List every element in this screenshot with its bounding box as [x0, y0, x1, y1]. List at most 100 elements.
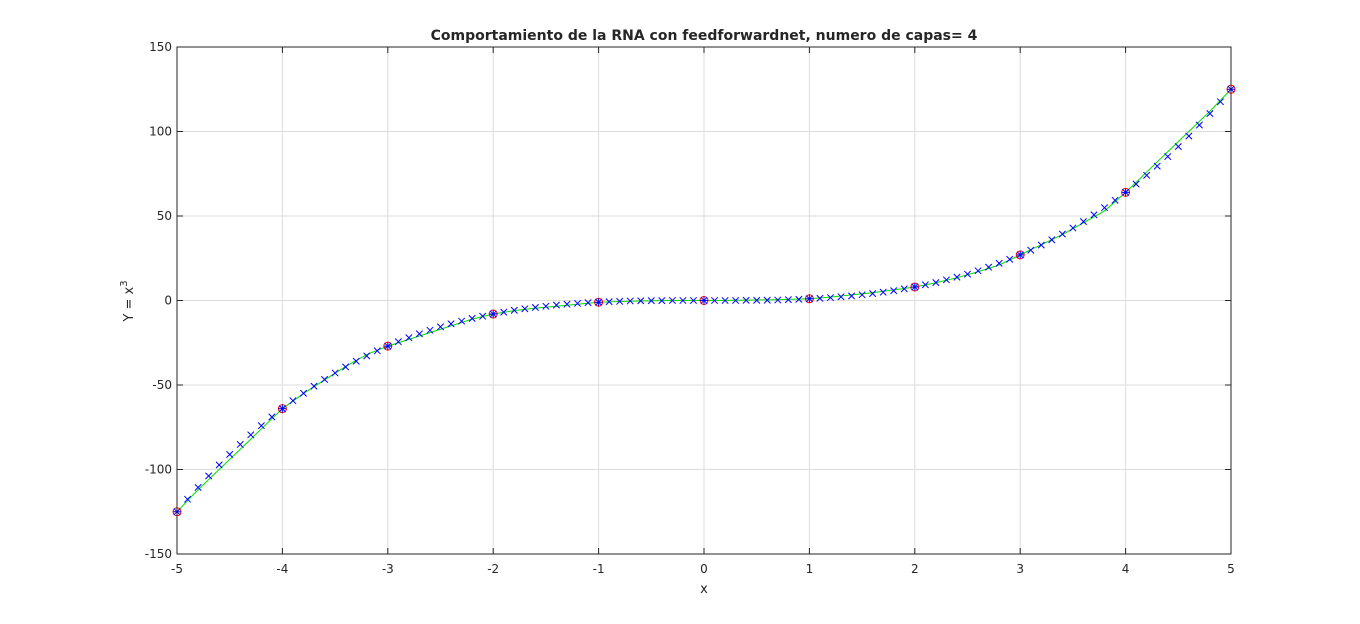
x-tick-label: -3 [382, 562, 394, 576]
test-x-marker [942, 276, 950, 284]
test-x-marker [1174, 142, 1182, 151]
test-x-marker [932, 279, 940, 287]
test-x-marker [1016, 251, 1024, 259]
chart-title: Comportamiento de la RNA con feedforward… [431, 28, 978, 44]
y-axis-label: Y = x3 [119, 280, 137, 322]
y-tick-label: 50 [157, 209, 172, 223]
test-x-marker [310, 382, 318, 390]
test-x-marker [226, 450, 234, 459]
test-x-marker [879, 288, 887, 296]
x-tick-label: 1 [806, 562, 814, 576]
y-tick-label: -150 [145, 547, 172, 561]
test-x-marker [626, 297, 634, 305]
test-x-marker [795, 295, 803, 303]
test-x-marker [595, 298, 603, 306]
test-x-marker [1048, 236, 1056, 244]
test-x-marker [500, 308, 508, 316]
test-x-marker [278, 405, 286, 413]
test-x-marker [542, 302, 550, 310]
test-x-marker [784, 296, 792, 304]
test-x-marker [816, 294, 824, 302]
test-x-marker [205, 472, 213, 480]
test-x-marker [373, 347, 381, 355]
test-x-marker [573, 299, 582, 307]
test-x-marker [647, 297, 655, 305]
test-x-marker [900, 285, 908, 293]
test-x-marker [426, 326, 434, 334]
test-x-marker [1122, 188, 1130, 196]
test-x-marker [953, 273, 961, 281]
test-x-marker [552, 301, 560, 309]
test-x-marker [257, 422, 265, 430]
test-x-marker [331, 369, 339, 377]
test-x-marker [1206, 110, 1214, 118]
test-x-marker [342, 363, 350, 371]
x-tick-label: -5 [171, 562, 183, 576]
test-x-marker [521, 305, 529, 313]
test-x-marker [837, 293, 845, 301]
test-x-marker [679, 296, 687, 305]
test-x-marker [384, 342, 392, 350]
y-tick-label: -100 [145, 463, 172, 477]
test-x-marker [605, 298, 613, 306]
test-x-marker [1037, 241, 1045, 249]
y-tick-label: 100 [149, 125, 172, 139]
test-x-marker [1069, 224, 1077, 232]
test-x-marker [805, 295, 813, 303]
test-x-marker [890, 287, 898, 295]
test-x-marker [826, 294, 835, 302]
test-x-marker [510, 306, 518, 314]
x-axis-label: x [700, 582, 708, 597]
test-x-marker [985, 263, 993, 271]
test-x-marker [268, 413, 276, 421]
test-x-marker [447, 320, 455, 328]
test-x-marker [616, 297, 624, 305]
test-x-marker [1153, 162, 1161, 170]
test-x-marker [1132, 180, 1140, 188]
test-x-marker [436, 323, 445, 331]
test-x-marker [1216, 98, 1225, 106]
test-x-marker [974, 267, 982, 275]
test-x-marker [637, 297, 645, 305]
test-x-marker [183, 495, 192, 503]
x-tick-label: -2 [487, 562, 499, 576]
test-x-marker [394, 338, 402, 346]
x-tick-label: -4 [276, 562, 288, 576]
test-x-marker [1027, 246, 1035, 254]
test-x-marker [995, 259, 1003, 267]
test-x-marker [921, 281, 929, 289]
test-x-marker [1195, 121, 1203, 129]
y-tick-label: -50 [152, 378, 172, 392]
test-x-marker [1164, 152, 1172, 161]
test-x-marker [1006, 255, 1014, 263]
test-x-marker [963, 270, 972, 278]
test-x-marker [299, 389, 308, 397]
x-tick-label: 2 [911, 562, 919, 576]
test-x-marker [531, 303, 539, 311]
test-x-marker [1185, 132, 1193, 140]
test-x-marker [763, 296, 771, 304]
test-x-marker [415, 330, 423, 338]
test-x-marker [405, 334, 413, 342]
y-tick-label: 0 [164, 294, 172, 308]
test-x-marker [1100, 204, 1109, 212]
test-x-marker [721, 296, 729, 305]
series-layer [172, 84, 1236, 517]
test-x-marker [911, 283, 919, 291]
test-x-marker [1090, 211, 1098, 219]
x-tick-label: 0 [700, 562, 708, 576]
test-x-marker [236, 440, 244, 449]
test-x-marker [563, 300, 571, 308]
y-axis-label-base: Y = x [122, 286, 137, 322]
test-x-marker [247, 431, 255, 439]
x-tick-label: 3 [1016, 562, 1024, 576]
test-x-marker [858, 291, 866, 299]
test-x-marker [668, 296, 676, 305]
test-x-marker [1058, 230, 1066, 238]
test-x-marker [742, 296, 750, 304]
test-x-marker [732, 296, 740, 305]
test-x-marker [658, 297, 666, 305]
test-x-marker [479, 312, 487, 320]
test-x-marker [363, 352, 371, 360]
